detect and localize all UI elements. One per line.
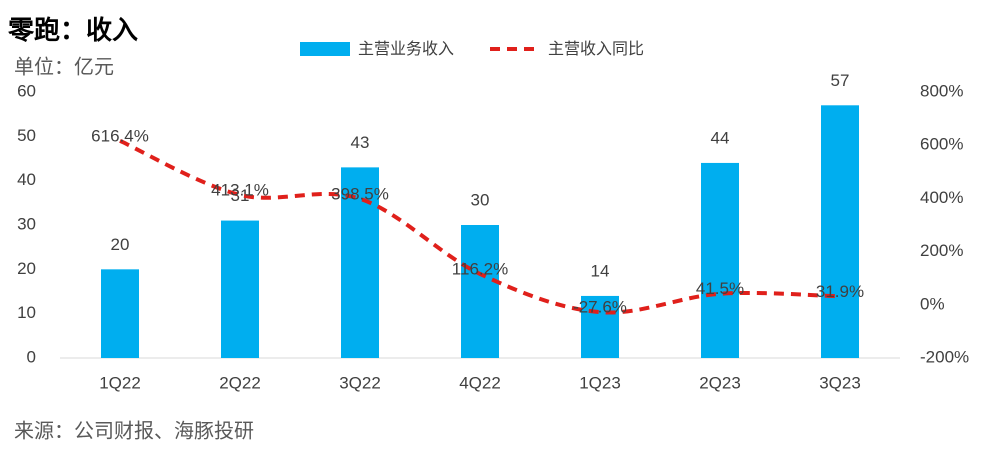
y2-tick-label: 0% [920, 294, 945, 313]
line-value-label: 116.2% [452, 259, 508, 278]
x-tick-label: 3Q23 [819, 373, 861, 392]
y-tick-label: 50 [17, 126, 36, 145]
bar-value-label: 31 [231, 186, 250, 205]
bar [461, 225, 499, 358]
bar [341, 167, 379, 358]
bar-value-label: 20 [111, 235, 130, 254]
chart-title: 零跑：收入 [8, 15, 138, 45]
bar [221, 220, 259, 358]
bar [821, 105, 859, 358]
legend-swatch [300, 42, 350, 56]
line [119, 139, 841, 315]
x-tick-label: 2Q23 [699, 373, 741, 392]
line-value-label: 31.9% [816, 282, 864, 301]
x-tick-label: 1Q22 [99, 373, 141, 392]
y-tick-label: 40 [17, 170, 36, 189]
chart-subtitle: 单位：亿元 [14, 55, 114, 78]
legend-label: 主营收入同比 [548, 40, 644, 58]
y2-tick-label: 200% [920, 241, 963, 260]
x-tick-label: 2Q22 [219, 373, 261, 392]
y-tick-label: 20 [17, 259, 36, 278]
line-value-label: -27.6% [573, 298, 627, 317]
line-value-label: 616.4% [91, 126, 149, 145]
bar [581, 295, 619, 358]
bar [701, 162, 739, 358]
y2-tick-label: 400% [920, 188, 963, 207]
x-tick-label: 4Q22 [459, 373, 501, 392]
y2-tick-label: 800% [920, 81, 963, 100]
bar-value-label: 57 [831, 71, 850, 90]
y-tick-label: 0 [27, 347, 36, 366]
source-note: 来源：公司财报、海豚投研 [14, 419, 254, 442]
y2-tick-label: -200% [920, 347, 969, 366]
bar-value-label: 43 [351, 133, 370, 152]
x-tick-label: 3Q22 [339, 373, 381, 392]
y2-tick-label: 600% [920, 135, 963, 154]
bar-value-label: 44 [711, 128, 730, 147]
x-tick-label: 1Q23 [579, 373, 621, 392]
line-value-label: 413.1% [211, 180, 269, 199]
y-tick-label: 10 [17, 303, 36, 322]
y-tick-label: 60 [17, 81, 36, 100]
bar-value-label: 14 [591, 261, 610, 280]
bar [101, 269, 139, 358]
y-tick-label: 30 [17, 214, 36, 233]
line-value-label: 398.5% [331, 184, 389, 203]
bar-value-label: 30 [471, 190, 490, 209]
legend-label: 主营业务收入 [358, 40, 454, 58]
line-value-label: 41.5% [696, 279, 744, 298]
